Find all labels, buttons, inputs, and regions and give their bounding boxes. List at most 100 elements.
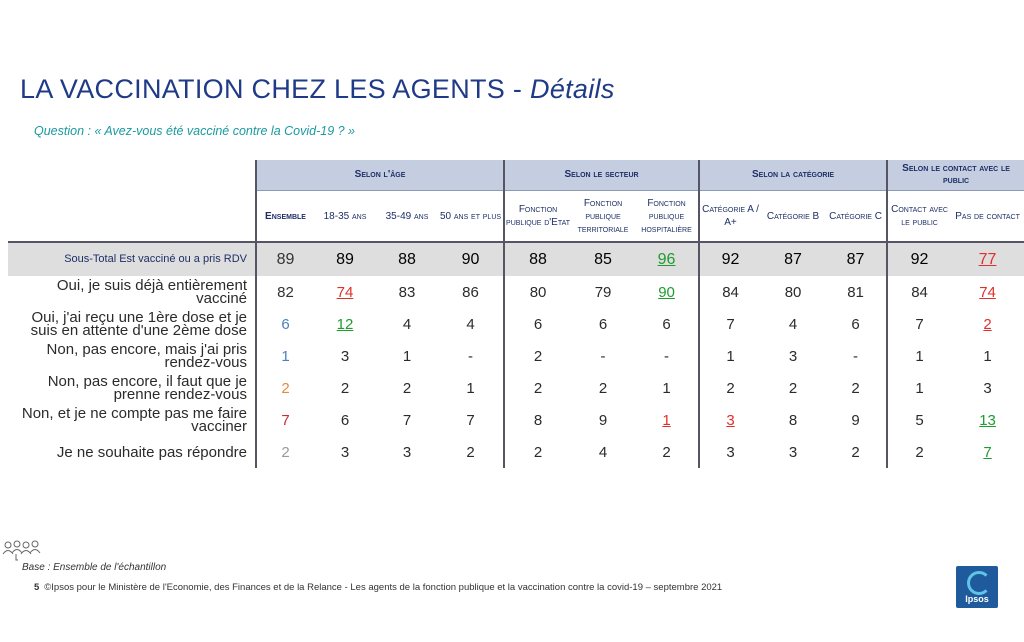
- table-cell: 6: [598, 315, 608, 333]
- table-cell: 74: [336, 283, 354, 301]
- table-cell: 80: [784, 283, 802, 301]
- table-cell: 6: [851, 315, 860, 333]
- col-18-35: 18-35 ans: [323, 210, 367, 222]
- table-cell: 88: [376, 241, 438, 276]
- table-cell: 1: [255, 340, 314, 372]
- table-cell: 2: [851, 379, 860, 397]
- table-cell: 1: [886, 340, 952, 372]
- table-cell: 7: [886, 308, 952, 340]
- table-cell: 74: [979, 283, 996, 301]
- table-cell: 90: [438, 241, 505, 276]
- base-note: Base : Ensemble de l'échantillon: [22, 562, 167, 573]
- table-cell: 1: [662, 411, 671, 429]
- question-text: Question : « Avez-vous été vacciné contr…: [34, 124, 356, 138]
- table-cell: 80: [503, 276, 572, 308]
- table-cell: 3: [983, 379, 992, 397]
- col-cat-b: Catégorie B: [766, 210, 820, 222]
- group-category: Selon la catégorie: [698, 160, 888, 191]
- table-cell: 1: [983, 347, 992, 365]
- subtotal-row: Sous-Total Est vacciné ou a pris RDV 89 89…: [8, 241, 1024, 276]
- table-cell: 87: [825, 241, 888, 276]
- table-cell: 1: [698, 340, 762, 372]
- table-cell: -: [853, 347, 859, 365]
- people-icon: [2, 540, 41, 561]
- table-cell: 2: [466, 443, 475, 461]
- results-table: Selon l'âge Selon le secteur Selon la ca…: [8, 160, 1024, 468]
- table-cell: 84: [886, 276, 952, 308]
- table-cell: 2: [503, 340, 572, 372]
- table-cell: 9: [851, 411, 860, 429]
- table-cell: 4: [598, 443, 608, 461]
- table-cell: 2: [851, 443, 860, 461]
- col-fpe: Fonction publique d'Etat: [503, 190, 572, 242]
- group-header-row: Selon l'âge Selon le secteur Selon la ca…: [8, 160, 1024, 191]
- table-cell: 86: [462, 283, 479, 301]
- col-50-plus: 50 ans et plus: [439, 210, 502, 222]
- table-row: Non, pas encore, mais j'ai pris rendez-v…: [8, 340, 1024, 372]
- table-cell: 7: [466, 411, 475, 429]
- logo-text: Ipsos: [965, 594, 989, 604]
- table-cell: 6: [503, 308, 572, 340]
- table-cell: 2: [698, 372, 762, 404]
- row-label: Sous-Total Est vacciné ou a pris RDV: [8, 241, 256, 276]
- table-cell: 89: [255, 241, 314, 276]
- logo-swirl-icon: [967, 571, 991, 595]
- table-cell: 77: [951, 241, 1024, 276]
- table-cell: 87: [761, 241, 826, 276]
- column-header-row: Ensemble 18-35 ans 35-49 ans 50 ans et p…: [8, 190, 1024, 242]
- table-cell: 82: [255, 276, 314, 308]
- group-contact: Selon le contact avec le public: [886, 160, 1024, 191]
- table-cell: 6: [255, 308, 314, 340]
- col-no-contact: Pas de contact: [955, 210, 1020, 222]
- table-cell: 1: [466, 379, 475, 397]
- table-cell: 2: [255, 436, 314, 468]
- col-ensemble: Ensemble: [255, 190, 314, 242]
- table-cell: 2: [503, 436, 572, 468]
- title-main: LA VACCINATION CHEZ LES AGENTS -: [20, 74, 531, 104]
- table-row: Oui, je suis déjà entièrement vacciné 82 7…: [8, 276, 1024, 308]
- table-cell: 2: [598, 379, 608, 397]
- footer-text: ©Ipsos pour le Ministère de l'Economie, …: [44, 582, 723, 593]
- table-cell: 3: [788, 443, 798, 461]
- table-cell: 83: [398, 283, 416, 301]
- table-cell: 88: [503, 241, 572, 276]
- col-cat-c: Catégorie C: [829, 210, 882, 222]
- table-cell: 92: [886, 241, 952, 276]
- footer: 5 ©Ipsos pour le Ministère de l'Economie,…: [34, 582, 722, 593]
- row-label: Oui, je suis déjà entièrement vacciné: [56, 277, 247, 307]
- group-age: Selon l'âge: [254, 160, 505, 191]
- table-cell: 3: [402, 443, 412, 461]
- row-label: Je ne souhaite pas répondre: [56, 443, 247, 461]
- table-cell: 4: [788, 315, 798, 333]
- table-cell: 2: [788, 379, 798, 397]
- col-contact: Contact avec le public: [886, 190, 952, 242]
- table-cell: -: [600, 347, 606, 365]
- table-cell: 5: [886, 404, 952, 436]
- table-cell: 96: [635, 241, 700, 276]
- title-sub: Détails: [530, 74, 615, 104]
- table-cell: 4: [466, 315, 475, 333]
- table-cell: 3: [698, 404, 762, 436]
- table-cell: 3: [698, 436, 762, 468]
- table-cell: 8: [788, 411, 798, 429]
- table-cell: 2: [983, 315, 992, 333]
- table-cell: 6: [662, 315, 671, 333]
- table-cell: 7: [255, 404, 314, 436]
- table-body: Sous-Total Est vacciné ou a pris RDV 89 89…: [8, 241, 1024, 468]
- row-label: Non, et je ne compte pas me faire vaccin…: [21, 405, 247, 435]
- table-cell: 1: [662, 379, 671, 397]
- table-cell: 84: [698, 276, 762, 308]
- table-cell: 90: [658, 283, 675, 301]
- table-cell: -: [468, 347, 474, 365]
- table-cell: 92: [698, 241, 762, 276]
- table-cell: -: [664, 347, 670, 365]
- table-cell: 12: [336, 315, 354, 333]
- table-cell: 3: [340, 443, 350, 461]
- table-cell: 2: [255, 372, 314, 404]
- table-row: Non, et je ne compte pas me faire vaccin…: [8, 404, 1024, 436]
- group-sector: Selon le secteur: [503, 160, 700, 191]
- table-cell: 9: [598, 411, 608, 429]
- table-cell: 7: [983, 443, 992, 461]
- table-row: Oui, j'ai reçu une 1ère dose et je suis …: [8, 308, 1024, 340]
- table-cell: 2: [886, 436, 952, 468]
